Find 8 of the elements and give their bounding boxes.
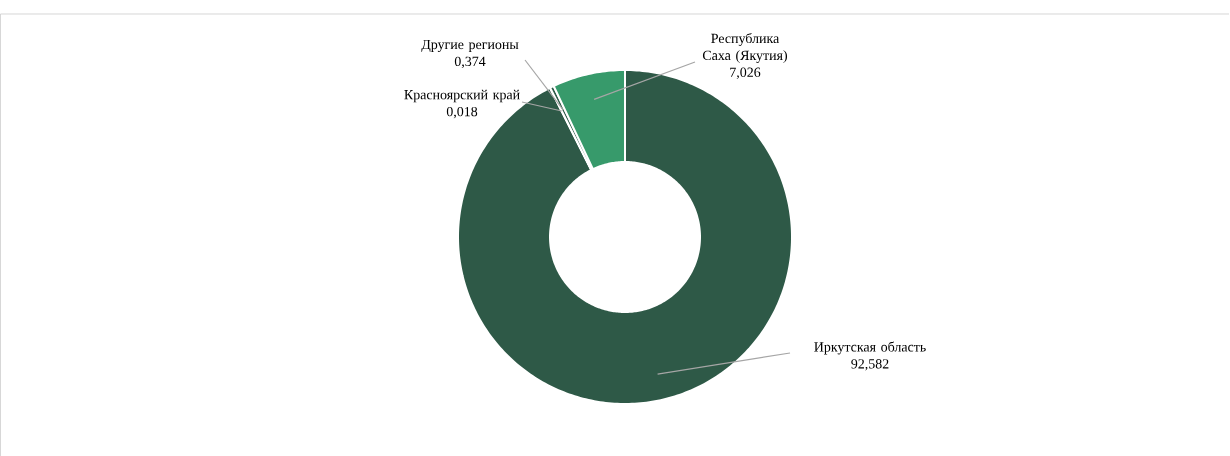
data-label: 0,374 [454,56,486,68]
slice-label: Республика Саха (Якутия) [702,32,788,63]
slice-label: Другие регионы [421,39,519,52]
data-label: 7,026 [730,67,761,79]
slice-label: Иркутская область [814,341,926,355]
data-label: 0,018 [446,106,478,119]
data-label: 92,582 [851,358,889,371]
slice-label: Красноярский край [404,89,520,103]
